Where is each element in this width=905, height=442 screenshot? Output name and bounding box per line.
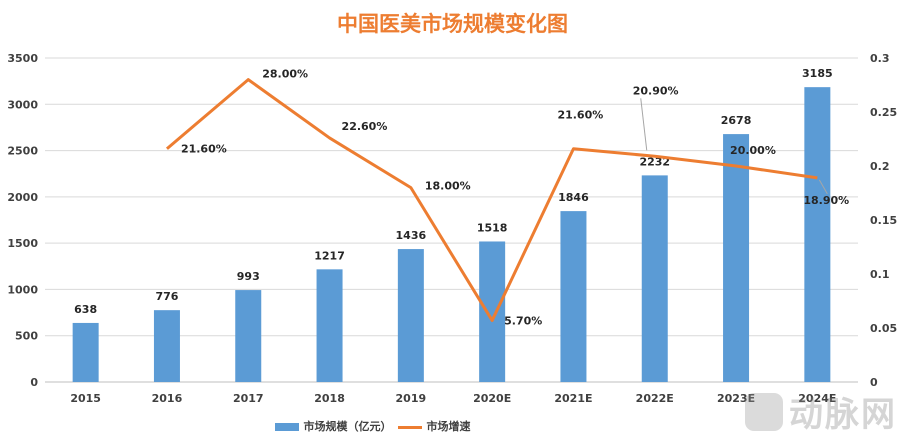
x-tick-label: 2020E [473,392,511,405]
x-tick-label: 2023E [717,392,755,405]
bar-data-label: 776 [155,290,178,303]
growth-line [165,78,818,322]
x-tick-label: 2019 [396,392,427,405]
bar [153,310,180,382]
line-data-label: 28.00% [262,68,308,81]
bar [316,269,343,382]
y-right-tick-label: 0 [870,376,878,389]
line-data-label: 18.00% [425,180,471,193]
leader-line [818,179,828,195]
x-tick-label: 2022E [636,392,674,405]
bar-data-label: 1846 [558,191,589,204]
line-data-label: 21.60% [181,143,227,156]
x-tick-label: 2016 [152,392,183,405]
watermark-logo-icon [745,392,783,431]
line-data-label: 18.90% [803,194,849,207]
bar-data-label: 1217 [314,249,345,262]
y-left-tick-label: 3000 [7,98,38,111]
y-left-tick-label: 1000 [7,283,38,296]
legend-line-swatch [397,425,422,429]
y-right-tick-label: 0.3 [870,52,890,65]
x-tick-label: 2018 [314,392,345,405]
bar-data-label: 2678 [721,114,752,127]
y-left-tick-label: 500 [15,330,38,343]
x-tick-label: 2021E [554,392,592,405]
x-tick-label: 2017 [233,392,264,405]
leader-line [640,98,648,151]
line-data-label: 20.90% [633,84,679,97]
bar-data-label: 3185 [802,67,833,80]
y-left-tick-label: 1500 [7,237,38,250]
x-tick-label: 2015 [70,392,101,405]
chart-title: 中国医美市场规模变化图 [337,12,568,36]
line-data-label: 21.60% [557,109,603,122]
y-right-tick-label: 0.05 [870,322,897,335]
y-right-tick-label: 0.15 [870,214,897,227]
bar-data-label: 1436 [396,229,427,242]
y-left-tick-label: 3500 [7,52,38,65]
bar [560,211,587,382]
bar [72,322,99,382]
legend-label: 市场增速 [426,420,471,433]
line-data-label: 20.00% [730,144,776,157]
line-data-label: 5.70% [504,314,542,327]
legend-bar-swatch [274,423,299,431]
legend-item-line[interactable]: 市场增速 [397,418,471,434]
y-right-tick-label: 0.1 [870,268,890,281]
bar-data-label: 993 [237,270,260,283]
watermark-text: 动脉网 [789,395,897,435]
legend-item-bar[interactable]: 市场规模（亿元） [274,418,392,434]
y-left-tick-label: 2000 [7,191,38,204]
legend-label: 市场规模（亿元） [303,420,392,433]
bar [235,290,262,382]
x-tick-label: 2024E [798,392,836,405]
y-left-tick-label: 0 [30,376,38,389]
bar [723,134,750,382]
bar-data-label: 1518 [477,221,508,234]
legend: 市场规模（亿元） 市场增速 [0,418,825,434]
y-right-tick-label: 0.25 [870,106,897,119]
watermark: 动脉网 [745,387,897,436]
bar [479,241,506,382]
line-data-label: 22.60% [342,120,388,133]
y-left-tick-label: 2500 [7,145,38,158]
y-right-tick-label: 0.2 [870,160,890,173]
bar [397,249,424,382]
bar [641,175,668,382]
bar-data-label: 638 [74,303,97,316]
bar [804,87,831,382]
